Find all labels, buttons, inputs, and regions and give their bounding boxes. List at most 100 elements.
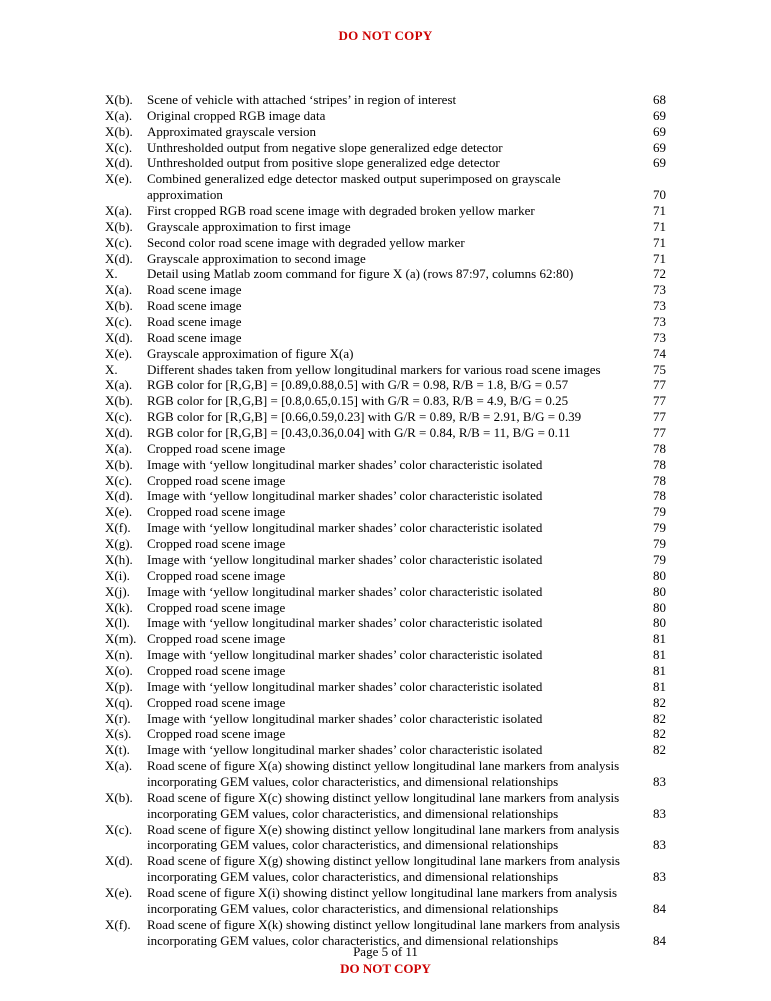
toc-entry-label: X(m). [105, 631, 147, 647]
toc-entry: X(c).RGB color for [R,G,B] = [0.66,0.59,… [105, 409, 666, 425]
toc-entry-page: 68 [638, 92, 666, 108]
toc-entry-text: Cropped road scene image [147, 631, 638, 647]
toc-entry-label: X(a). [105, 377, 147, 393]
toc-entry-text: Grayscale approximation to second image [147, 251, 638, 267]
toc-entry-text: incorporating GEM values, color characte… [147, 774, 638, 790]
toc-entry: X(b).RGB color for [R,G,B] = [0.8,0.65,0… [105, 393, 666, 409]
footer-warning: DO NOT COPY [0, 961, 771, 977]
toc-entry-label: X(a). [105, 108, 147, 124]
table-of-contents: X(b).Scene of vehicle with attached ‘str… [105, 92, 666, 948]
toc-entry-text: Road scene image [147, 330, 638, 346]
toc-entry: X(d).Grayscale approximation to second i… [105, 251, 666, 267]
toc-entry-label: X(j). [105, 584, 147, 600]
toc-entry: incorporating GEM values, color characte… [105, 901, 666, 917]
toc-entry: X(n).Image with ‘yellow longitudinal mar… [105, 647, 666, 663]
toc-entry-page: 69 [638, 108, 666, 124]
toc-entry-text: approximation [147, 187, 638, 203]
toc-entry: X(p).Image with ‘yellow longitudinal mar… [105, 679, 666, 695]
toc-entry-text: RGB color for [R,G,B] = [0.43,0.36,0.04]… [147, 425, 638, 441]
toc-entry-text: Image with ‘yellow longitudinal marker s… [147, 679, 638, 695]
toc-entry: X(h).Image with ‘yellow longitudinal mar… [105, 552, 666, 568]
toc-entry-text: Cropped road scene image [147, 504, 638, 520]
toc-entry: X(a).Road scene of figure X(a) showing d… [105, 758, 666, 774]
toc-entry-label: X(f). [105, 520, 147, 536]
toc-entry: X.Detail using Matlab zoom command for f… [105, 266, 666, 282]
toc-entry-label: X(g). [105, 536, 147, 552]
toc-entry-page: 78 [638, 441, 666, 457]
toc-entry: X(a).Cropped road scene image78 [105, 441, 666, 457]
toc-entry-label: X(c). [105, 473, 147, 489]
toc-entry-page: 79 [638, 504, 666, 520]
toc-entry-text: RGB color for [R,G,B] = [0.66,0.59,0.23]… [147, 409, 638, 425]
toc-entry-page: 81 [638, 647, 666, 663]
toc-entry: incorporating GEM values, color characte… [105, 869, 666, 885]
toc-entry-page: 82 [638, 695, 666, 711]
toc-entry-page: 82 [638, 742, 666, 758]
toc-entry: incorporating GEM values, color characte… [105, 774, 666, 790]
toc-entry-text: Road scene of figure X(e) showing distin… [147, 822, 638, 838]
toc-entry-label: X(f). [105, 917, 147, 933]
toc-entry: X(b).Road scene of figure X(c) showing d… [105, 790, 666, 806]
toc-entry-text: Road scene of figure X(c) showing distin… [147, 790, 638, 806]
toc-entry: X(k).Cropped road scene image80 [105, 600, 666, 616]
toc-entry-text: Unthresholded output from positive slope… [147, 155, 638, 171]
toc-entry-text: Grayscale approximation of figure X(a) [147, 346, 638, 362]
toc-entry-text: Road scene of figure X(k) showing distin… [147, 917, 638, 933]
toc-entry-text: Road scene image [147, 314, 638, 330]
toc-entry-page: 82 [638, 711, 666, 727]
toc-entry-page: 79 [638, 536, 666, 552]
toc-entry-text: incorporating GEM values, color characte… [147, 837, 638, 853]
toc-entry-text: Different shades taken from yellow longi… [147, 362, 638, 378]
toc-entry-page: 69 [638, 124, 666, 140]
toc-entry: X(f).Road scene of figure X(k) showing d… [105, 917, 666, 933]
toc-entry: X(d).Unthresholded output from positive … [105, 155, 666, 171]
toc-entry-page: 73 [638, 314, 666, 330]
page-footer: Page 5 of 11 DO NOT COPY [0, 944, 771, 977]
toc-entry-page: 78 [638, 457, 666, 473]
toc-entry-text: incorporating GEM values, color characte… [147, 806, 638, 822]
toc-entry-label: X(a). [105, 203, 147, 219]
toc-entry-page: 77 [638, 409, 666, 425]
toc-entry: incorporating GEM values, color characte… [105, 806, 666, 822]
toc-entry-page: 78 [638, 488, 666, 504]
toc-entry-page: 78 [638, 473, 666, 489]
toc-entry-text: Image with ‘yellow longitudinal marker s… [147, 647, 638, 663]
toc-entry: X(d).Image with ‘yellow longitudinal mar… [105, 488, 666, 504]
toc-entry-label: X(d). [105, 425, 147, 441]
toc-entry-label: X(b). [105, 393, 147, 409]
toc-entry-page: 83 [638, 869, 666, 885]
toc-entry-label: X(r). [105, 711, 147, 727]
toc-entry-text: RGB color for [R,G,B] = [0.8,0.65,0.15] … [147, 393, 638, 409]
toc-entry-label: X(n). [105, 647, 147, 663]
toc-entry-label: X(b). [105, 457, 147, 473]
toc-entry-text: Cropped road scene image [147, 568, 638, 584]
toc-entry-label: X(c). [105, 140, 147, 156]
toc-entry-label: X(d). [105, 251, 147, 267]
toc-entry-page: 74 [638, 346, 666, 362]
toc-entry: X(e).Cropped road scene image79 [105, 504, 666, 520]
toc-entry-label: X(t). [105, 742, 147, 758]
toc-entry: X(s).Cropped road scene image82 [105, 726, 666, 742]
toc-entry-label: X(p). [105, 679, 147, 695]
toc-entry-page: 83 [638, 806, 666, 822]
toc-entry-label: X(c). [105, 409, 147, 425]
toc-entry-text: Road scene image [147, 282, 638, 298]
toc-entry-label: X(a). [105, 282, 147, 298]
toc-entry-page: 83 [638, 774, 666, 790]
toc-entry: X(e).Combined generalized edge detector … [105, 171, 666, 187]
toc-entry-page: 80 [638, 568, 666, 584]
toc-entry: X(e).Road scene of figure X(i) showing d… [105, 885, 666, 901]
toc-entry-text: Detail using Matlab zoom command for fig… [147, 266, 638, 282]
toc-entry: X(q).Cropped road scene image82 [105, 695, 666, 711]
toc-entry-text: Cropped road scene image [147, 473, 638, 489]
toc-entry-page: 73 [638, 282, 666, 298]
toc-entry: approximation70 [105, 187, 666, 203]
toc-entry-text: Road scene of figure X(a) showing distin… [147, 758, 638, 774]
toc-entry: X(b).Road scene image73 [105, 298, 666, 314]
toc-entry-label: X(i). [105, 568, 147, 584]
header-warning: DO NOT COPY [105, 28, 666, 44]
toc-entry-text: Cropped road scene image [147, 441, 638, 457]
toc-entry-text: Approximated grayscale version [147, 124, 638, 140]
toc-entry-text: Image with ‘yellow longitudinal marker s… [147, 520, 638, 536]
toc-entry-page: 83 [638, 837, 666, 853]
